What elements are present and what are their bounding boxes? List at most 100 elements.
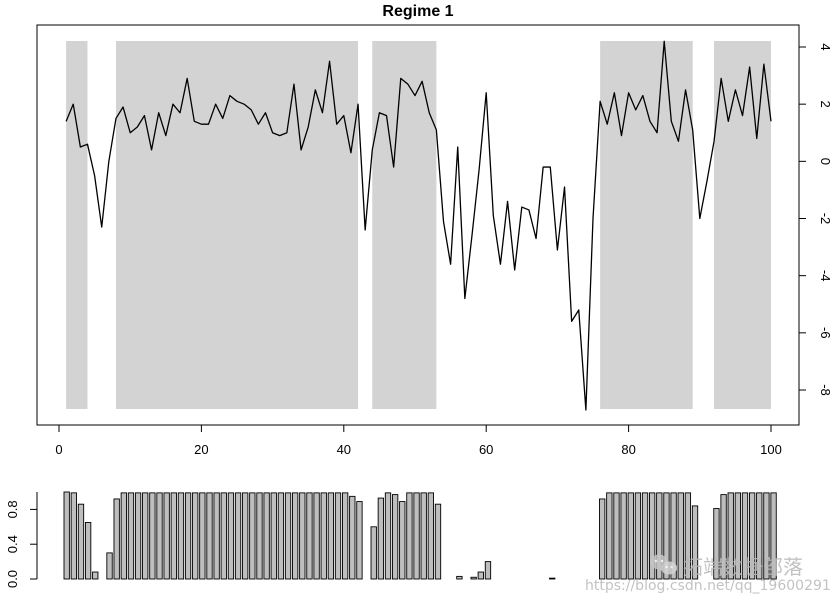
bar — [134, 492, 142, 580]
bar — [184, 492, 192, 580]
bar — [620, 492, 627, 580]
y-tick-label: 4 — [818, 43, 833, 50]
series-line-layer — [65, 40, 772, 411]
bar — [399, 501, 406, 580]
bar — [684, 492, 692, 580]
bar — [634, 492, 642, 580]
bar — [663, 492, 670, 580]
regime-shade-1 — [66, 41, 88, 409]
bar — [356, 501, 363, 580]
bar — [770, 492, 777, 580]
bar — [484, 561, 492, 580]
y-tick-label: 0.0 — [5, 570, 20, 588]
regime-shade-2 — [115, 41, 359, 409]
bar — [384, 492, 392, 580]
bar — [170, 492, 177, 580]
bar — [149, 492, 156, 580]
bar — [656, 492, 663, 580]
bar — [613, 492, 620, 580]
bar — [370, 526, 377, 580]
watermark: 拓端数据部落 https://blog.csdn.net/qq_19600291 — [585, 554, 831, 594]
chart-title: Regime 1 — [382, 3, 453, 20]
regime-shade-5 — [714, 41, 771, 409]
bar — [163, 492, 170, 580]
series-line — [65, 40, 772, 411]
bar — [599, 498, 606, 580]
y-tick-label: 0.8 — [5, 500, 20, 518]
bar — [213, 492, 220, 580]
bar — [606, 492, 613, 580]
y-tick-label: 0 — [818, 158, 833, 165]
bar — [756, 492, 763, 580]
bar — [84, 522, 92, 580]
bar — [549, 577, 556, 580]
bar — [199, 492, 206, 580]
bar — [713, 508, 720, 580]
bar — [670, 492, 677, 580]
bar — [377, 497, 385, 580]
bar — [127, 492, 135, 580]
bar — [327, 492, 335, 580]
bar — [156, 492, 163, 580]
bar — [627, 492, 634, 580]
regime-line-chart: Regime 1 0 20 40 60 80 100 420-2-4-6-8 — [36, 3, 833, 457]
bar — [177, 492, 185, 580]
bar — [106, 552, 113, 580]
y-tick-label: 0.4 — [5, 535, 20, 553]
bar — [342, 492, 349, 580]
bar — [256, 492, 263, 580]
bar — [234, 492, 242, 580]
bar — [434, 503, 442, 580]
x-tick-label: 100 — [760, 442, 782, 457]
bar — [220, 492, 227, 580]
bar — [391, 494, 399, 580]
bar — [727, 492, 734, 580]
bar — [313, 492, 320, 580]
bar — [227, 492, 235, 580]
bar — [456, 575, 463, 580]
bar — [70, 492, 77, 580]
bar — [249, 492, 256, 580]
bar — [334, 492, 342, 580]
bar — [192, 492, 199, 580]
bar — [320, 492, 327, 580]
x-axis: 0 20 40 60 80 100 — [55, 425, 782, 457]
bar — [77, 503, 85, 580]
plot-frame — [36, 24, 800, 426]
bar — [741, 492, 749, 580]
bar — [306, 492, 313, 580]
bar — [142, 492, 149, 580]
bar — [677, 492, 684, 580]
x-tick-label: 80 — [621, 442, 635, 457]
bar — [92, 571, 99, 580]
bar — [206, 492, 213, 580]
x-tick-label: 40 — [337, 442, 351, 457]
y-axis-right: 4 2 0 -2 -4 -6 -8 — [799, 43, 833, 396]
bar — [413, 492, 420, 580]
regime-probability-bar-chart: 0.0 0.4 0.8 — [5, 491, 777, 588]
bar — [113, 498, 120, 580]
watermark-brand: 拓端数据部落 — [683, 555, 803, 579]
y-tick-label: -6 — [818, 327, 833, 339]
bars-layer — [63, 491, 777, 580]
bar — [649, 492, 656, 580]
y-tick-label: 2 — [818, 101, 833, 108]
bar — [406, 492, 413, 580]
x-tick-label: 60 — [479, 442, 493, 457]
bar — [734, 492, 742, 580]
bar — [641, 492, 649, 580]
bar — [477, 571, 484, 580]
bar — [242, 492, 249, 580]
bar — [427, 492, 434, 580]
bar — [299, 492, 306, 580]
bar — [277, 492, 285, 580]
watermark-url: https://blog.csdn.net/qq_19600291 — [585, 578, 831, 594]
bar — [284, 492, 292, 580]
bar — [720, 494, 727, 580]
y-tick-label: -4 — [818, 270, 833, 282]
bar — [63, 491, 70, 580]
regime-shading-layer — [66, 41, 771, 409]
bar — [270, 492, 277, 580]
y-tick-label: -2 — [818, 213, 833, 225]
